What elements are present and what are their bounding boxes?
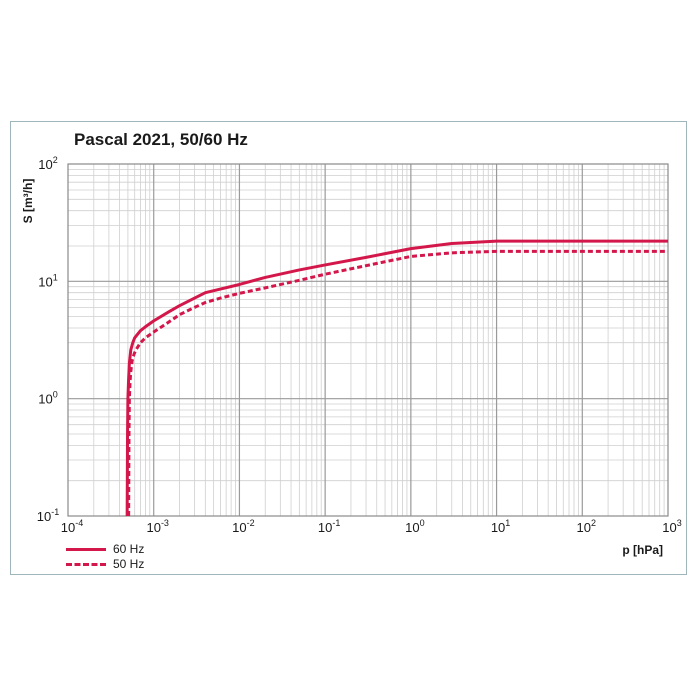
chart-title: Pascal 2021, 50/60 Hz (74, 130, 248, 149)
series-layer (125, 239, 668, 517)
legend-item-60hz: 60 Hz (66, 542, 186, 557)
y-tick-label: 102 (38, 155, 57, 172)
legend-swatch-dashed (66, 563, 106, 566)
legend: 60 Hz 50 Hz (66, 542, 186, 572)
x-tick-label: 101 (491, 518, 510, 535)
x-tick-label: 102 (577, 518, 596, 535)
x-tick-label: 103 (662, 518, 681, 535)
x-tick-label: 10-3 (146, 518, 168, 535)
x-tick-label: 10-1 (318, 518, 340, 535)
x-tick-label: 10-2 (232, 518, 254, 535)
series-line-60-hz (125, 239, 668, 517)
x-tick-labels: 10-4 10-3 10-2 10-1 100 101 102 103 (61, 518, 682, 535)
legend-swatch-solid (66, 548, 106, 551)
y-tick-label: 101 (38, 272, 57, 289)
chart-frame (10, 121, 687, 575)
y-tick-label: 100 (38, 390, 57, 407)
series-line-50-hz (127, 249, 668, 517)
plot-border (67, 163, 669, 517)
major-grid (68, 164, 668, 516)
legend-label-60hz: 60 Hz (113, 542, 145, 556)
y-tick-label: 10-1 (37, 507, 59, 524)
minor-grid (68, 164, 668, 516)
y-tick-labels: 10-1 100 101 102 (37, 155, 59, 524)
x-axis-label: p [hPa] (622, 543, 663, 557)
x-tick-label: 10-4 (61, 518, 83, 535)
legend-item-50hz: 50 Hz (66, 557, 186, 572)
x-tick-label: 100 (405, 518, 424, 535)
legend-label-50hz: 50 Hz (113, 557, 145, 571)
